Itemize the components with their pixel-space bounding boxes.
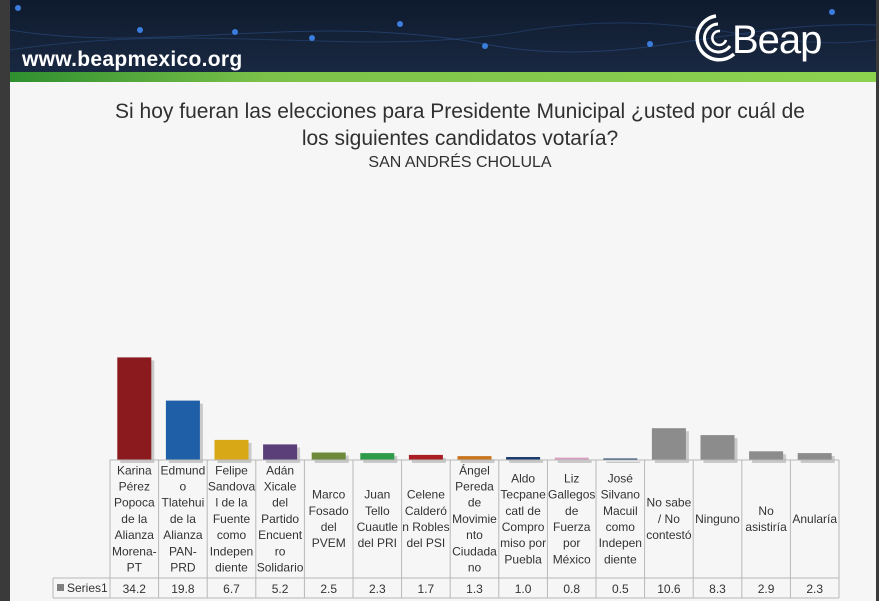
bar <box>506 457 541 460</box>
category-label: Celene Calderó n Robles del PSI <box>402 488 449 551</box>
chart-title: Si hoy fueran las elecciones para Presid… <box>115 100 805 150</box>
beap-logo: Beap <box>690 8 870 68</box>
bar <box>749 451 784 460</box>
bar <box>311 452 346 460</box>
value-label: 0.8 <box>563 582 580 596</box>
category-label: No sabe / No contestó <box>646 496 692 542</box>
bar-shadow <box>509 460 544 463</box>
category-label: Marco Fosado del PVEM <box>309 488 349 551</box>
value-label: 10.6 <box>657 582 681 596</box>
website-url[interactable]: www.beapmexico.org <box>22 48 243 71</box>
bar <box>603 458 638 460</box>
value-label: 1.7 <box>418 582 435 596</box>
value-label: 1.0 <box>515 582 532 596</box>
value-label: 0.5 <box>612 582 629 596</box>
slide: www.beapmexico.org Beap Si hoy fueran la… <box>10 0 876 601</box>
category-label: No asistiría <box>745 504 787 534</box>
value-label: 5.2 <box>272 582 289 596</box>
category-label: Anularía <box>792 512 837 526</box>
category-label: Ninguno <box>695 512 740 526</box>
value-label: 19.8 <box>171 582 195 596</box>
value-label: 6.7 <box>223 582 240 596</box>
bar <box>117 357 152 460</box>
bar <box>165 400 200 460</box>
header-banner: www.beapmexico.org Beap <box>10 0 876 82</box>
chart-subtitle: SAN ANDRÉS CHOLULA <box>368 154 552 171</box>
category-label: Ángel Pereda de Movimie nto Ciudada no <box>452 462 497 574</box>
bar <box>360 453 395 460</box>
value-label: 34.2 <box>123 582 147 596</box>
value-label: 2.3 <box>369 582 386 596</box>
bar <box>797 453 832 460</box>
bar <box>457 456 492 460</box>
category-label: Edmund o Tlatehui de la Alianza PAN-PRD <box>161 463 206 574</box>
network-dots-decoration <box>10 5 876 53</box>
category-label: José Silvano Macuil como Indepen diente <box>599 471 642 566</box>
category-label: Liz Gallegos de Fuerza por México <box>548 471 595 566</box>
value-label: 2.3 <box>806 582 823 596</box>
logo-text: Beap <box>732 18 822 62</box>
green-accent-bar <box>10 72 876 82</box>
bar-shadow <box>557 460 592 463</box>
value-label: 8.3 <box>709 582 726 596</box>
bar <box>408 454 443 460</box>
value-label: 2.5 <box>320 582 337 596</box>
bars-group <box>117 357 835 463</box>
category-label: Adán Xicale del Partido Encuent ro Solidario <box>257 463 304 574</box>
bar-shadow <box>460 459 495 463</box>
data-table: Karina Pérez Popoca de la Alianza Morena-PTEd… <box>52 459 840 599</box>
bar <box>214 439 249 460</box>
category-label: Juan Tello Cuautle del PRI <box>357 488 399 551</box>
bar <box>700 435 735 460</box>
bar <box>554 457 589 460</box>
value-label: 1.3 <box>466 582 483 596</box>
bar <box>651 428 686 460</box>
beap-wave-icon <box>695 14 736 62</box>
category-label: Felipe Sandova l de la Fuente como Indepen die… <box>208 463 256 574</box>
legend-key <box>57 584 64 591</box>
category-label: Aldo Tecpane catl de Compro miso por Puebla <box>500 471 546 566</box>
bar <box>263 444 298 460</box>
value-label: 2.9 <box>758 582 775 596</box>
bar-shadow <box>606 461 641 463</box>
category-label: Karina Pérez Popoca de la Alianza Morena-PT <box>112 463 157 574</box>
series-name: Series1 <box>67 581 108 595</box>
